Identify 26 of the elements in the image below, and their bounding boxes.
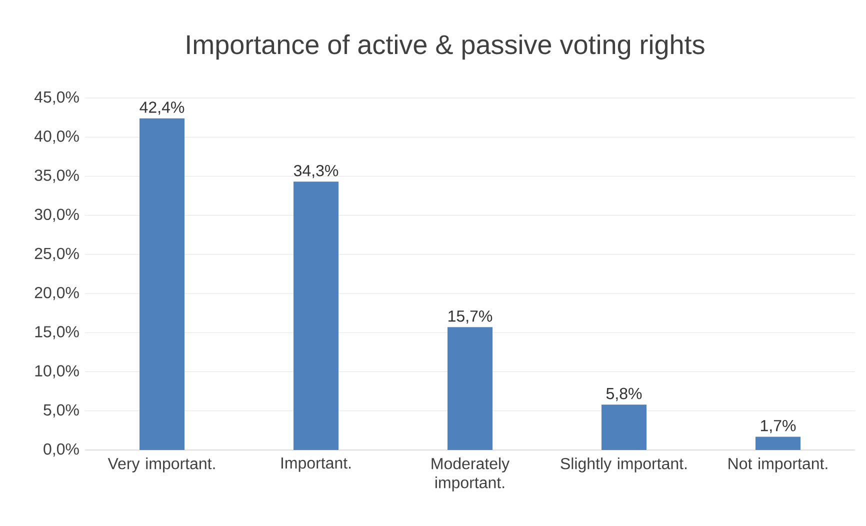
- y-tick-label: 20,0%: [34, 286, 79, 300]
- y-tick-label: 45,0%: [34, 91, 79, 105]
- y-tick-label: 5,0%: [44, 404, 79, 418]
- x-tick-label: Very important.: [108, 458, 215, 472]
- y-tick-label: 30,0%: [34, 208, 79, 222]
- x-tick-label: Slightly important.: [560, 458, 687, 472]
- x-tick-label: Not important.: [728, 458, 828, 472]
- x-tick-label: Moderately important.: [432, 458, 510, 492]
- y-tick-label: 15,0%: [35, 326, 79, 340]
- y-tick-label: 35,0%: [34, 170, 79, 183]
- y-tick-label: 0,0%: [44, 443, 79, 457]
- bar: [602, 404, 647, 450]
- y-tick-label: 10,0%: [35, 365, 79, 378]
- bar: [756, 436, 800, 450]
- data-label: 1,7%: [760, 420, 796, 434]
- data-label: 15,7%: [448, 310, 492, 324]
- data-label: 34,3%: [294, 164, 338, 178]
- chart-title: Importance of active & passive voting rights: [187, 34, 704, 60]
- data-label: 42,4%: [140, 102, 184, 115]
- data-label: 5,8%: [606, 388, 642, 402]
- y-tick-label: 40,0%: [34, 130, 79, 144]
- y-tick-label: 25,0%: [34, 248, 79, 262]
- x-tick-label: Important.: [281, 458, 351, 472]
- bar: [140, 118, 185, 450]
- bar: [448, 327, 493, 450]
- bar: [294, 182, 339, 450]
